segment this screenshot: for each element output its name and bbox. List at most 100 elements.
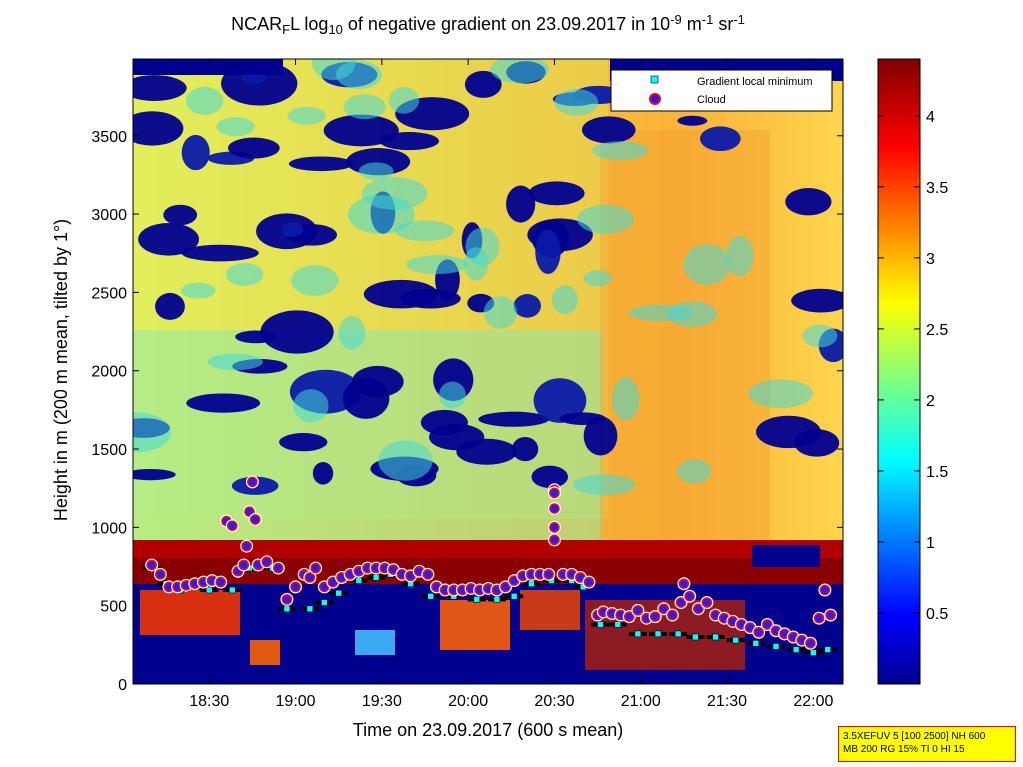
x-axis-label: Time on 23.09.2017 (600 s mean) bbox=[353, 720, 624, 740]
low-gradient-patch bbox=[133, 468, 176, 481]
cloud-point bbox=[241, 540, 252, 552]
mid-gradient-patch bbox=[802, 324, 838, 348]
low-gradient-patch bbox=[228, 137, 280, 159]
cloud-point bbox=[623, 611, 635, 622]
low-gradient-patch bbox=[133, 111, 184, 146]
cloud-point bbox=[261, 556, 273, 568]
cloud-point bbox=[272, 562, 284, 574]
title-part-8: sr bbox=[713, 14, 733, 34]
mid-gradient-patch bbox=[577, 204, 634, 234]
gradient-minimum-point bbox=[473, 596, 481, 603]
low-gradient-patch bbox=[785, 188, 832, 216]
mid-gradient-patch bbox=[592, 141, 649, 161]
low-gradient-patch bbox=[511, 437, 539, 462]
cloud-point bbox=[753, 627, 765, 638]
low-gradient-patch bbox=[535, 229, 561, 275]
mid-gradient-patch bbox=[551, 285, 579, 315]
low-gradient-patch bbox=[260, 310, 334, 354]
mid-gradient-patch bbox=[293, 389, 329, 423]
gradient-minimum-point bbox=[752, 639, 760, 647]
gradient-minimum-point bbox=[597, 621, 604, 628]
mid-gradient-patch bbox=[554, 88, 599, 116]
gradient-minimum-point bbox=[510, 592, 518, 600]
low-gradient-patch bbox=[186, 393, 261, 413]
mid-gradient-patch bbox=[216, 117, 255, 137]
y-tick-label: 0 bbox=[118, 677, 127, 694]
low-gradient-patch bbox=[528, 181, 585, 206]
gradient-minimum-point bbox=[493, 596, 501, 603]
cloud-point bbox=[281, 594, 293, 605]
mid-gradient-patch bbox=[358, 162, 394, 180]
low-gradient-patch bbox=[288, 156, 354, 172]
x-tick-label: 22:00 bbox=[793, 693, 833, 710]
y-tick-label: 3000 bbox=[91, 207, 127, 224]
colorbar: 0.5 1 1.5 2 2.5 3 3.5 4 bbox=[877, 58, 948, 685]
gradient-minimum-point bbox=[205, 586, 213, 594]
cloud-point bbox=[304, 572, 316, 583]
cloud-point bbox=[422, 569, 434, 580]
mid-gradient-patch bbox=[573, 474, 636, 496]
low-gradient-patch bbox=[138, 222, 200, 256]
gradient-minimum-point bbox=[335, 589, 342, 597]
low-gradient-patch bbox=[677, 115, 708, 126]
x-tick-label: 19:00 bbox=[276, 693, 316, 710]
cloud-point bbox=[658, 603, 670, 615]
y-tick-label: 2000 bbox=[91, 364, 127, 381]
title-part-5: -9 bbox=[670, 12, 682, 27]
low-gradient-patch bbox=[506, 185, 536, 223]
mid-gradient-patch bbox=[677, 459, 712, 484]
low-gradient-patch bbox=[133, 75, 187, 102]
mid-gradient-patch bbox=[405, 255, 469, 275]
gradient-minimum-point bbox=[528, 580, 535, 588]
low-gradient-patch bbox=[181, 134, 210, 171]
low-gradient-patch bbox=[583, 416, 618, 456]
gradient-minimum-point bbox=[654, 630, 662, 638]
cloud-point bbox=[244, 506, 255, 517]
cloud-point bbox=[649, 611, 661, 622]
legend: Gradient local minimum Cloud bbox=[610, 69, 833, 112]
gradient-minimum-point bbox=[634, 630, 642, 638]
gradient-minimum-point bbox=[824, 646, 832, 653]
low-gradient-patch bbox=[363, 279, 439, 309]
cloud-point bbox=[549, 487, 560, 499]
low-gradient-patch bbox=[323, 114, 399, 147]
cloud-point bbox=[583, 576, 595, 588]
gradient-minimum-point bbox=[614, 621, 622, 628]
low-gradient-patch bbox=[456, 438, 518, 465]
gradient-minimum-point bbox=[732, 636, 739, 644]
mid-gradient-patch bbox=[490, 59, 549, 84]
low-gradient-patch bbox=[581, 116, 636, 144]
gradient-minimum-point bbox=[674, 630, 682, 638]
cloud-point bbox=[310, 562, 321, 574]
colorbar-tick-label: 0.5 bbox=[926, 606, 948, 623]
y-axis-label: Height in m (200 m mean, tilted by 1°) bbox=[51, 219, 71, 521]
cloud-point bbox=[549, 522, 560, 533]
cloud-point bbox=[155, 569, 166, 580]
chart-title: NCARFL log10 of negative gradient on 23.… bbox=[231, 12, 745, 37]
legend-label-cloud: Cloud bbox=[697, 94, 726, 106]
title-part-3: 10 bbox=[328, 22, 342, 37]
low-gradient-patch bbox=[279, 433, 328, 452]
cloud-point bbox=[549, 534, 560, 546]
colorbar-tick-label: 4 bbox=[926, 109, 935, 126]
y-tick-label: 3500 bbox=[91, 129, 127, 146]
gradient-minimum-point bbox=[321, 599, 328, 606]
mid-gradient-patch bbox=[611, 377, 640, 421]
cloud-point bbox=[675, 597, 687, 608]
gradient-minimum-point bbox=[228, 586, 236, 594]
low-gradient-patch bbox=[513, 294, 541, 318]
title-part-0: NCAR bbox=[231, 14, 282, 34]
cloud-point bbox=[543, 569, 555, 580]
gradient-minimum-point bbox=[427, 592, 435, 600]
colorbar-tick-label: 2.5 bbox=[926, 322, 948, 339]
cloud-point bbox=[667, 609, 678, 621]
x-tick-label: 20:00 bbox=[448, 693, 488, 710]
mid-gradient-patch bbox=[181, 282, 216, 299]
x-tick-label: 19:30 bbox=[362, 693, 402, 710]
processing-parameters-stamp: 3.5XEFUV 5 [100 2500] NH 600 MB 200 RG 1… bbox=[838, 726, 1016, 762]
mid-gradient-patch bbox=[207, 353, 263, 371]
x-tick-label: 21:00 bbox=[621, 693, 661, 710]
cloud-point bbox=[805, 637, 816, 649]
colorbar-tick-label: 1.5 bbox=[926, 464, 948, 481]
cloud-point bbox=[819, 584, 831, 596]
